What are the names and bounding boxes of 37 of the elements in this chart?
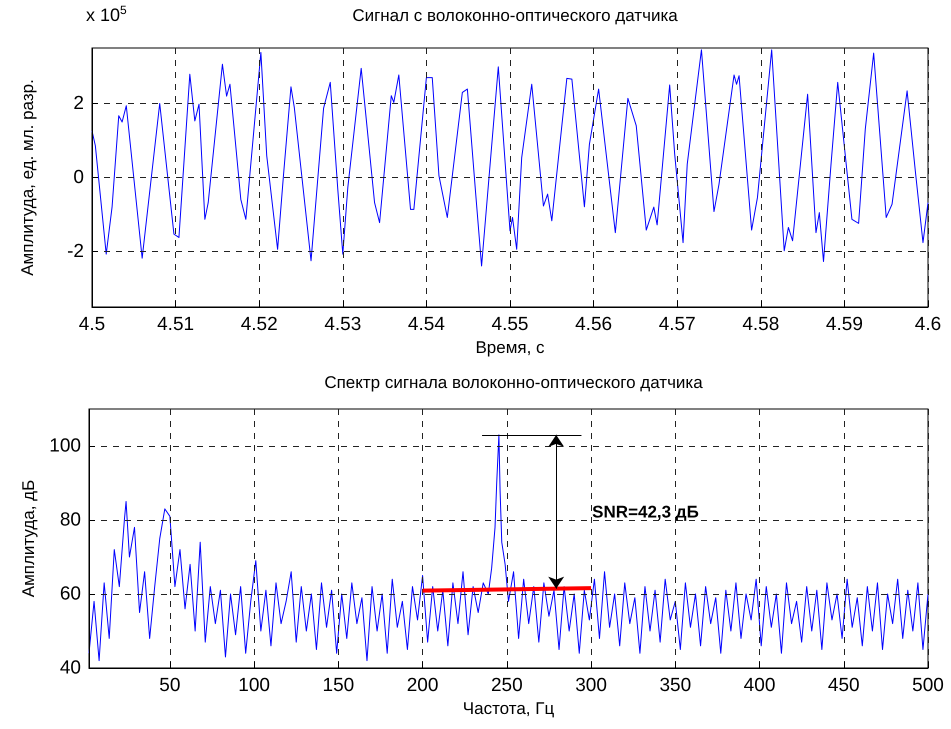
x-tick-label: 150 [322,675,354,696]
line-series [88,434,928,662]
x-tick-label: 400 [744,675,776,696]
y-axis-title: Амплитуда, ед. мл. разр. [18,79,37,276]
chart-title: Сигнал с волоконно-оптического датчика [352,6,678,25]
x-tick-label: 4.59 [826,314,863,335]
x-tick-label: 4.5 [78,314,106,335]
x-tick-label: 450 [828,675,860,696]
y-tick-label: 40 [60,658,81,678]
chart-title: Спектр сигнала волоконно-оптического датчика [324,373,704,392]
x-tick-label: 4.6 [914,314,942,335]
x-tick-label: 50 [159,675,180,696]
x-axis-title: Частота, Гц [462,698,554,718]
y-tick-label: 60 [60,584,81,604]
x-tick-label: 4.51 [157,314,194,335]
x-tick-label: 100 [238,675,270,696]
y-tick-label: 2 [73,93,84,114]
x-tick-label: 500 [912,675,944,696]
x-tick-label: 4.55 [492,314,528,335]
y-tick-label: 80 [60,510,81,530]
x-tick-label: 350 [659,675,692,696]
x-tick-label: 4.56 [575,314,612,335]
x-tick-label: 250 [490,675,523,696]
y-tick-label: 0 [73,167,84,188]
x-tick-label: 4.53 [324,314,362,335]
y-tick-label: -2 [67,241,84,262]
y-axis-title: Амплитуда, дБ [19,480,38,598]
x-axis-title: Время, с [475,338,546,357]
x-tick-label: 300 [575,675,607,696]
x-tick-label: 4.52 [240,314,278,335]
x-tick-label: 4.54 [408,314,446,335]
x-tick-label: 4.58 [742,314,780,335]
y-tick-label: 100 [49,436,81,456]
line-series [92,49,928,266]
x-tick-label: 4.57 [658,314,696,335]
annotation: SNR=42,3 дБ [592,502,699,522]
x-tick-label: 200 [406,675,438,696]
